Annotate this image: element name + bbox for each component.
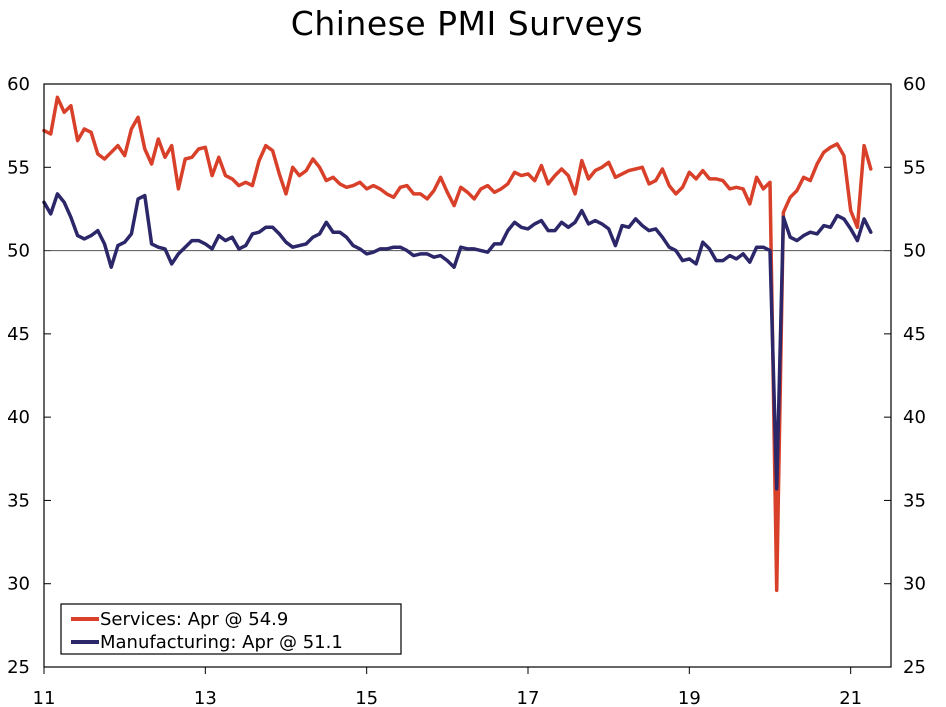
plot-frame: [43, 83, 892, 668]
y-tick-label-left-35: 35: [7, 490, 30, 511]
x-tick-label-21: 21: [839, 688, 862, 707]
tick-labels: 25 25 30 30 35 35 40 40 45 45 50 50 55 55 60 60 11 13 15 17…: [7, 74, 926, 707]
y-tick-label-right-60: 60: [903, 74, 926, 95]
chart-title: Chinese PMI Surveys: [290, 4, 644, 43]
x-tick-label-13: 13: [194, 688, 217, 707]
y-tick-label-left-55: 55: [7, 157, 30, 178]
x-tick-label-15: 15: [355, 688, 378, 707]
axis-ticks: [43, 83, 891, 674]
y-tick-label-left-50: 50: [7, 241, 30, 262]
legend-label-1: Services: Apr @ 54.9: [100, 609, 288, 630]
legend-box: [60, 603, 402, 655]
y-tick-label-right-35: 35: [903, 490, 926, 511]
y-tick-label-right-55: 55: [903, 157, 926, 178]
series-line-1: [42, 95, 873, 593]
y-tick-label-right-25: 25: [903, 657, 926, 678]
y-tick-label-left-45: 45: [7, 324, 30, 345]
y-tick-label-right-50: 50: [903, 241, 926, 262]
y-tick-label-left-30: 30: [7, 574, 30, 595]
series-line-2: [42, 192, 873, 491]
legend-label-2: Manufacturing: Apr @ 51.1: [100, 632, 343, 653]
y-tick-label-left-40: 40: [7, 407, 30, 428]
y-tick-label-left-60: 60: [7, 74, 30, 95]
series-layer: [42, 95, 873, 593]
y-tick-label-right-45: 45: [903, 324, 926, 345]
x-tick-label-17: 17: [517, 688, 540, 707]
x-tick-label-11: 11: [33, 688, 56, 707]
y-tick-label-right-30: 30: [903, 574, 926, 595]
y-tick-label-left-25: 25: [7, 657, 30, 678]
y-tick-label-right-40: 40: [903, 407, 926, 428]
x-tick-label-19: 19: [678, 688, 701, 707]
